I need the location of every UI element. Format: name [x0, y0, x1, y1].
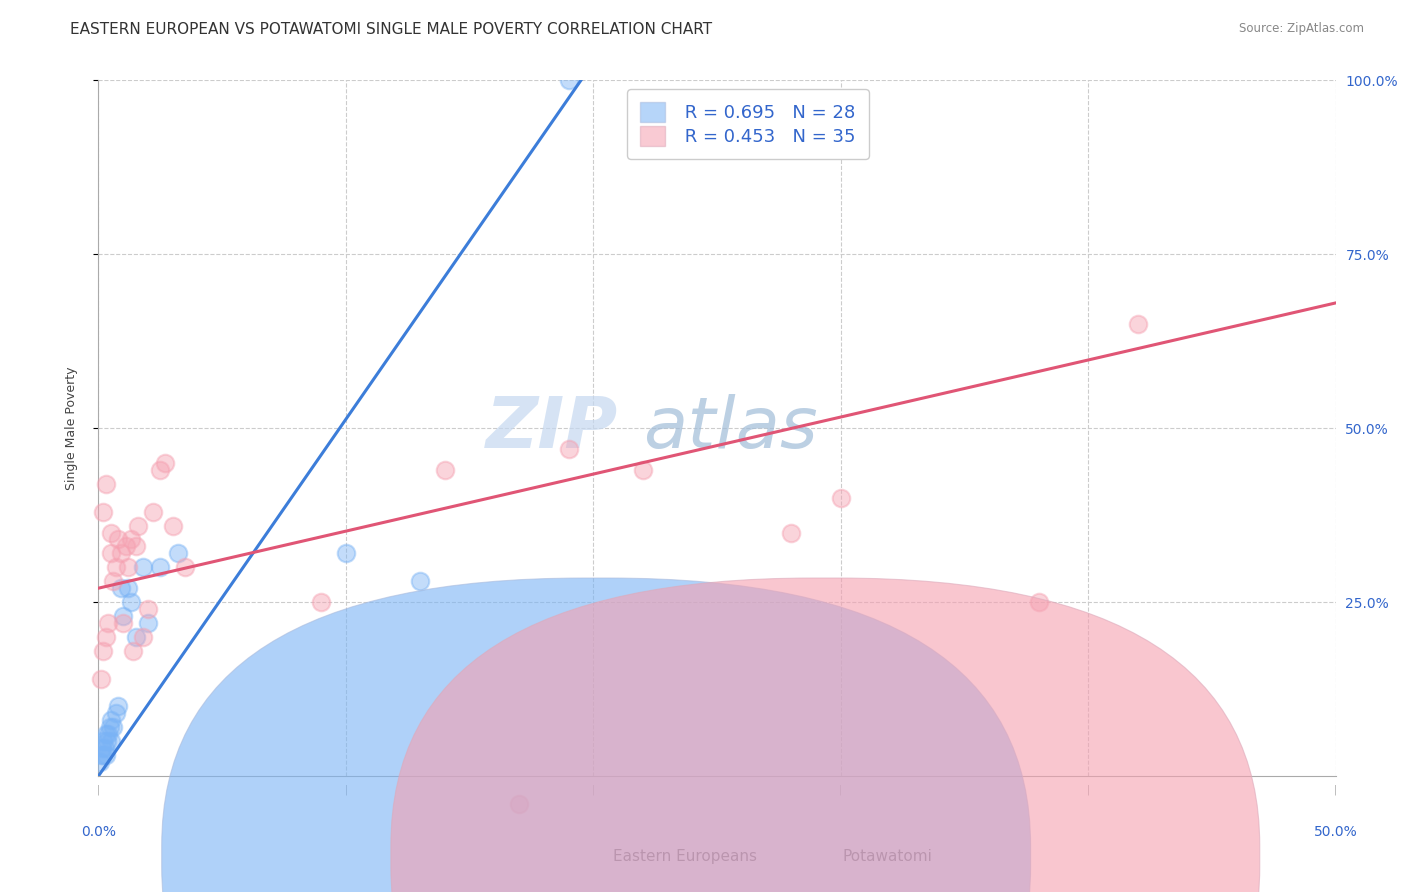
Point [114, 540, 136, 554]
Point [94, 630, 117, 644]
Text: Eastern Europeans: Eastern Europeans [613, 849, 756, 863]
Point [132, 630, 155, 644]
Point [174, 560, 197, 574]
Text: EASTERN EUROPEAN VS POTAWATOMI SINGLE MALE POVERTY CORRELATION CHART: EASTERN EUROPEAN VS POTAWATOMI SINGLE MA… [70, 22, 713, 37]
Point [124, 540, 146, 554]
Point [780, 525, 803, 540]
Point [120, 595, 142, 609]
Point [508, 797, 530, 811]
Point [830, 491, 852, 505]
Point [117, 581, 139, 595]
Point [100, 734, 122, 748]
Point [93, 734, 115, 748]
Point [112, 615, 135, 630]
Point [132, 560, 155, 574]
Point [335, 546, 357, 560]
Point [433, 463, 456, 477]
Text: Source: ZipAtlas.com: Source: ZipAtlas.com [1239, 22, 1364, 36]
Point [90, 748, 112, 763]
Point [117, 560, 139, 574]
Point [409, 574, 432, 589]
Point [142, 505, 165, 519]
Point [1028, 595, 1050, 609]
Text: |: | [97, 785, 100, 796]
Point [149, 560, 172, 574]
Point [100, 525, 122, 540]
Point [107, 699, 129, 714]
Point [97, 727, 120, 741]
Text: ZIP: ZIP [486, 393, 619, 463]
Point [89, 755, 111, 769]
Point [557, 442, 579, 456]
Legend:  R = 0.695   N = 28,  R = 0.453   N = 35: R = 0.695 N = 28, R = 0.453 N = 35 [627, 89, 869, 159]
Point [103, 574, 125, 589]
Text: |: | [1087, 785, 1090, 796]
Point [110, 546, 132, 560]
Point [120, 533, 142, 547]
Text: 0.0%: 0.0% [82, 825, 115, 839]
Text: Potawatomi: Potawatomi [842, 849, 932, 863]
Point [94, 476, 117, 491]
Point [124, 630, 146, 644]
Point [122, 644, 145, 658]
Point [93, 748, 115, 763]
Point [97, 615, 120, 630]
Point [136, 615, 159, 630]
Point [104, 706, 127, 721]
Point [631, 463, 654, 477]
Point [93, 644, 115, 658]
Point [103, 720, 125, 734]
Point [557, 73, 579, 87]
Point [149, 463, 172, 477]
Text: |: | [1334, 785, 1337, 796]
Point [93, 741, 115, 756]
Point [96, 734, 118, 748]
Point [104, 560, 127, 574]
Text: |: | [592, 785, 595, 796]
Text: 50.0%: 50.0% [1313, 825, 1358, 839]
Point [107, 533, 129, 547]
Point [166, 546, 188, 560]
Point [98, 720, 121, 734]
Point [112, 609, 135, 624]
Point [1126, 317, 1149, 331]
Point [91, 741, 114, 756]
Text: |: | [344, 785, 347, 796]
Point [90, 672, 112, 686]
Y-axis label: Single Male Poverty: Single Male Poverty [65, 367, 77, 490]
Point [100, 714, 122, 728]
Point [93, 505, 115, 519]
Point [155, 456, 177, 470]
Point [110, 581, 132, 595]
Point [94, 727, 117, 741]
Point [100, 546, 122, 560]
Point [162, 518, 184, 533]
Point [127, 518, 149, 533]
Point [136, 602, 159, 616]
Point [94, 748, 117, 763]
Point [309, 595, 332, 609]
Text: atlas: atlas [643, 393, 817, 463]
Text: |: | [839, 785, 842, 796]
